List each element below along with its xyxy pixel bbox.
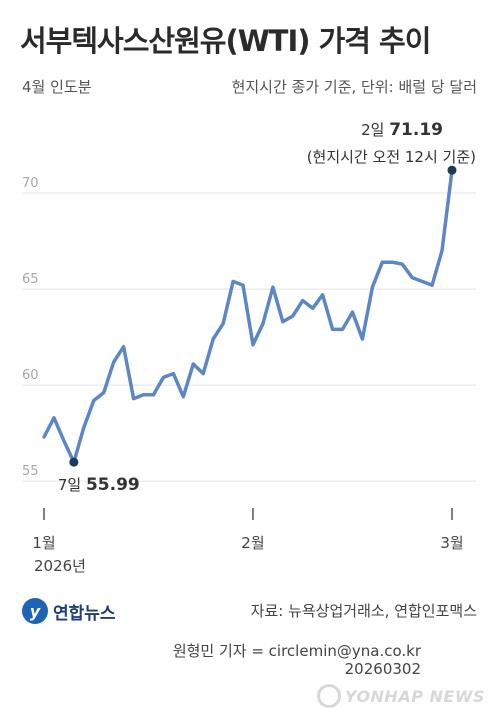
year-label: 2026년 (34, 557, 86, 575)
reporter-text: 원형민 기자 = circlemin@yna.co.kr (172, 642, 421, 660)
unit-label: 현지시간 종가 기준, 단위: 배럴 당 달러 (231, 78, 477, 96)
min-annotation-value: 55.99 (86, 475, 140, 495)
last-annotation-date: 2일 (361, 121, 389, 139)
y-tick-label: 60 (22, 368, 39, 383)
min-point-marker (69, 457, 79, 467)
date-text: 20260302 (344, 660, 421, 678)
y-tick-label: 70 (22, 176, 39, 191)
wti-price-line (42, 168, 454, 464)
y-tick-label: 55 (22, 464, 39, 479)
y-axis-labels: 55 60 65 70 (22, 176, 39, 479)
last-annotation: 2일 71.19 (361, 120, 443, 140)
last-annotation-value: 71.19 (389, 120, 443, 140)
gridlines (22, 192, 476, 482)
yonhap-logo-icon: y (22, 598, 48, 624)
watermark-text: YONHAP NEWS (344, 686, 485, 706)
last-point-marker (447, 165, 457, 175)
x-tick-label: 1월 (32, 534, 55, 552)
x-tick-label: 3월 (440, 534, 463, 552)
markers (69, 165, 457, 467)
watermark-icon (316, 684, 341, 708)
min-annotation: 7일 55.99 (58, 475, 140, 495)
watermark: YONHAP NEWS (316, 684, 485, 708)
delivery-month-label: 4월 인도분 (22, 78, 92, 96)
x-axis-ticks: 1월 2월 3월 2026년 (32, 508, 464, 575)
line-chart: 55 60 65 70 1월 2월 3월 2026년 7일 55.99 2일 71.19 (현지… (22, 120, 476, 575)
logo-text: 연합뉴스 (53, 603, 116, 624)
x-tick-label: 2월 (241, 534, 264, 552)
yonhap-logo: y 연합뉴스 (22, 598, 116, 624)
annotations: 7일 55.99 2일 71.19 (현지시간 오전 12시 기준) (58, 120, 476, 495)
last-annotation-note: (현지시간 오전 12시 기준) (307, 148, 476, 166)
y-tick-label: 65 (22, 272, 39, 287)
source-text: 자료: 뉴욕상업거래소, 연합인포맥스 (250, 602, 477, 620)
min-annotation-date: 7일 (58, 476, 86, 494)
chart-title: 서부텍사스산원유(WTI) 가격 추이 (20, 24, 431, 58)
